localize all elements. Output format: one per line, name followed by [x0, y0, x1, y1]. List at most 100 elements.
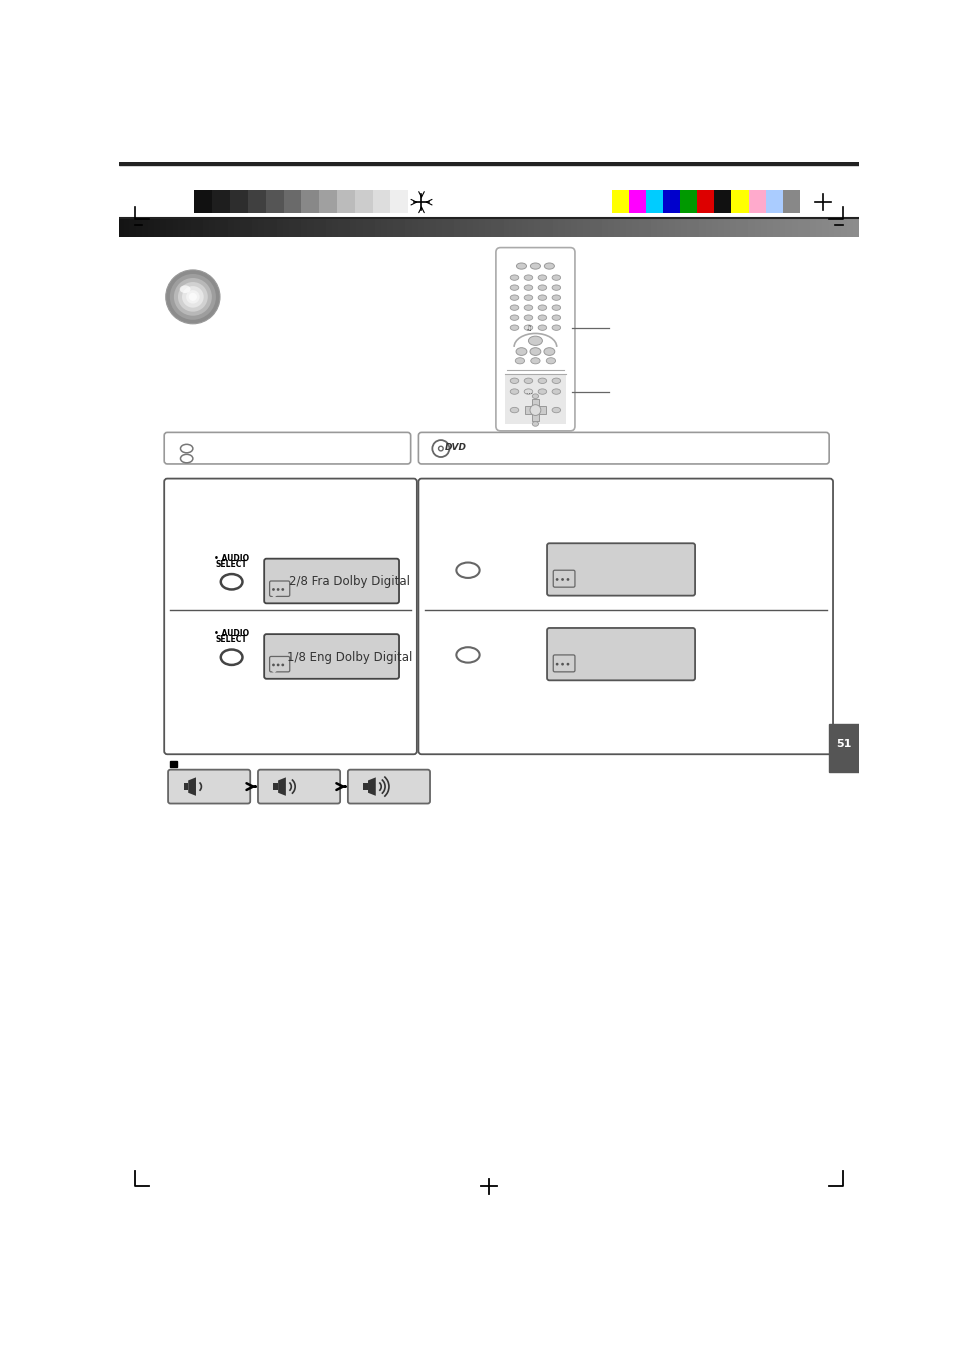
Ellipse shape — [552, 326, 560, 331]
Text: …: … — [524, 389, 532, 394]
Bar — [373, 190, 390, 213]
Bar — [612, 190, 629, 213]
Bar — [828, 724, 858, 771]
Ellipse shape — [510, 315, 518, 320]
Ellipse shape — [537, 315, 546, 320]
Ellipse shape — [523, 389, 532, 394]
FancyBboxPatch shape — [553, 570, 575, 588]
Ellipse shape — [552, 378, 560, 384]
Bar — [119, 165, 858, 218]
Ellipse shape — [523, 295, 532, 300]
Bar — [319, 190, 336, 213]
Ellipse shape — [546, 358, 555, 363]
Text: 2/8 Fra Dolby Digital: 2/8 Fra Dolby Digital — [289, 576, 410, 588]
Circle shape — [178, 282, 208, 312]
Circle shape — [281, 663, 284, 666]
Ellipse shape — [523, 305, 532, 311]
Circle shape — [272, 588, 274, 590]
Text: SELECT: SELECT — [215, 635, 247, 644]
Circle shape — [182, 286, 204, 308]
Ellipse shape — [220, 650, 242, 665]
FancyBboxPatch shape — [546, 628, 695, 681]
Ellipse shape — [456, 562, 479, 578]
Bar — [765, 190, 781, 213]
FancyBboxPatch shape — [418, 432, 828, 463]
Text: DVD: DVD — [444, 443, 466, 453]
Ellipse shape — [510, 274, 518, 280]
Ellipse shape — [179, 285, 191, 293]
Ellipse shape — [532, 394, 537, 399]
FancyBboxPatch shape — [270, 581, 290, 596]
Ellipse shape — [510, 389, 518, 394]
Ellipse shape — [523, 326, 532, 331]
Ellipse shape — [537, 389, 546, 394]
Ellipse shape — [510, 378, 518, 384]
Ellipse shape — [544, 263, 554, 269]
Circle shape — [276, 588, 279, 590]
Polygon shape — [188, 777, 195, 796]
Ellipse shape — [456, 647, 479, 662]
Bar — [531, 400, 538, 422]
Bar — [645, 190, 662, 213]
Circle shape — [281, 588, 284, 590]
Circle shape — [530, 405, 540, 416]
Ellipse shape — [180, 454, 193, 463]
Circle shape — [272, 663, 274, 666]
Circle shape — [556, 578, 558, 581]
Text: 1/8 Eng Dolby Digital: 1/8 Eng Dolby Digital — [287, 651, 412, 663]
Ellipse shape — [523, 274, 532, 280]
Ellipse shape — [516, 347, 526, 355]
Ellipse shape — [510, 285, 518, 290]
Ellipse shape — [552, 285, 560, 290]
Ellipse shape — [537, 295, 546, 300]
Ellipse shape — [530, 263, 540, 269]
Bar — [390, 190, 408, 213]
Bar — [301, 190, 319, 213]
Circle shape — [438, 446, 443, 451]
Circle shape — [166, 270, 220, 324]
Bar — [714, 190, 731, 213]
Polygon shape — [274, 782, 278, 790]
Bar — [194, 190, 212, 213]
Bar — [697, 190, 714, 213]
Ellipse shape — [220, 574, 242, 589]
Ellipse shape — [530, 347, 540, 355]
FancyBboxPatch shape — [418, 478, 832, 754]
FancyBboxPatch shape — [264, 634, 398, 678]
Circle shape — [566, 663, 569, 666]
Bar — [748, 190, 765, 213]
Circle shape — [560, 663, 563, 666]
Bar — [283, 190, 301, 213]
Ellipse shape — [528, 336, 542, 346]
Ellipse shape — [552, 295, 560, 300]
Circle shape — [173, 278, 212, 316]
FancyBboxPatch shape — [553, 655, 575, 671]
Bar — [731, 190, 748, 213]
Text: • AUDIO: • AUDIO — [213, 554, 249, 562]
Bar — [230, 190, 248, 213]
Text: ♫: ♫ — [525, 324, 531, 331]
Ellipse shape — [510, 305, 518, 311]
Ellipse shape — [552, 315, 560, 320]
Ellipse shape — [537, 378, 546, 384]
Polygon shape — [183, 782, 188, 790]
Ellipse shape — [537, 285, 546, 290]
Ellipse shape — [537, 305, 546, 311]
Text: SELECT: SELECT — [215, 559, 247, 569]
FancyBboxPatch shape — [348, 770, 430, 804]
Bar — [355, 190, 373, 213]
Polygon shape — [368, 777, 375, 796]
Circle shape — [189, 293, 196, 301]
Circle shape — [276, 663, 279, 666]
Circle shape — [566, 578, 569, 581]
Bar — [629, 190, 645, 213]
Bar — [212, 190, 230, 213]
Ellipse shape — [537, 326, 546, 331]
Ellipse shape — [510, 408, 518, 413]
Circle shape — [186, 290, 199, 304]
Polygon shape — [271, 594, 277, 598]
Circle shape — [432, 440, 449, 457]
Polygon shape — [271, 670, 277, 673]
FancyBboxPatch shape — [270, 657, 290, 671]
Bar — [662, 190, 679, 213]
